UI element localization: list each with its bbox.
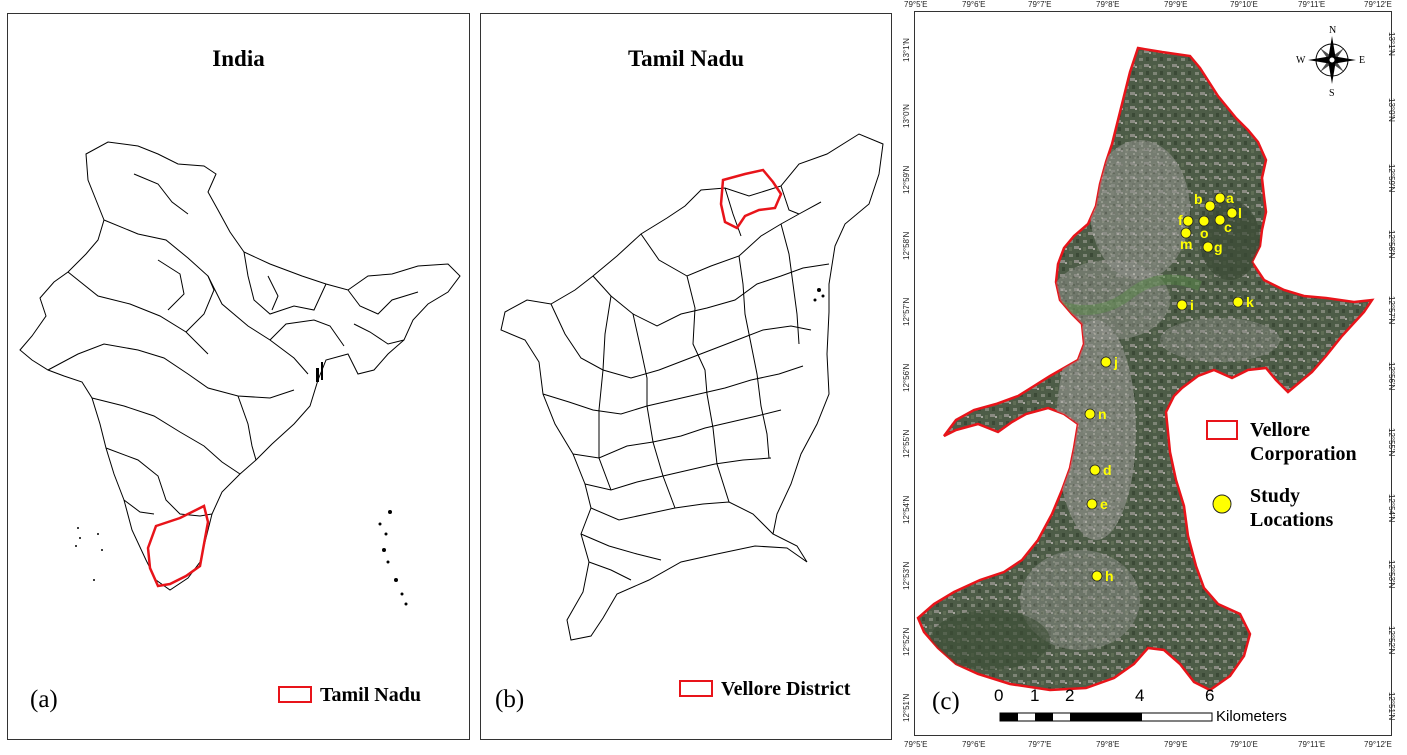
study-point-j	[1100, 356, 1112, 368]
study-point-m	[1180, 227, 1192, 239]
vellore-corporation-legend-label: Vellore Corporation	[1250, 419, 1357, 465]
india-map	[19, 141, 461, 606]
panel-b-label: (b)	[495, 686, 525, 713]
study-point-labels: a b c d e f g h i j k l m n o	[1098, 190, 1254, 584]
study-point-i	[1176, 299, 1188, 311]
scale-unit: Kilometers	[1216, 708, 1287, 725]
lon-label-top: 79°10'E	[1230, 0, 1258, 9]
lon-label-bottom: 79°9'E	[1164, 740, 1188, 749]
vellore-corporation-legend-swatch	[1206, 420, 1238, 440]
compass-rose-icon: N S E W	[1296, 25, 1365, 99]
study-label-b: b	[1194, 191, 1203, 207]
lon-label-bottom: 79°11'E	[1298, 740, 1326, 749]
study-label-m: m	[1180, 236, 1192, 252]
study-label-e: e	[1100, 496, 1108, 512]
panel-tamil-nadu: Tamil Nadu (b) Vellore District	[480, 13, 892, 740]
panel-a-label: (a)	[30, 686, 58, 713]
study-point-n	[1084, 408, 1096, 420]
compass-s: S	[1329, 88, 1335, 99]
study-label-i: i	[1190, 297, 1194, 313]
tamil-nadu-title: Tamil Nadu	[627, 46, 745, 71]
study-point-f	[1182, 215, 1194, 227]
compass-e: E	[1359, 55, 1365, 66]
tamil-nadu-highlight	[146, 504, 210, 588]
study-locations-legend-label: Study Locations	[1250, 485, 1334, 531]
tamil-nadu-legend-label: Tamil Nadu	[320, 684, 421, 706]
study-point-b	[1204, 200, 1216, 212]
scale-tick-4: 4	[1135, 686, 1145, 705]
vellore-district-highlight	[719, 168, 783, 230]
study-label-k: k	[1246, 294, 1254, 310]
study-point-e	[1086, 498, 1098, 510]
study-label-j: j	[1113, 354, 1118, 370]
panel-india: India	[7, 13, 470, 740]
study-label-g: g	[1214, 239, 1223, 255]
lon-label-top: 79°9'E	[1164, 0, 1188, 9]
study-point-d	[1089, 464, 1101, 476]
scale-tick-2: 2	[1065, 686, 1075, 705]
study-point-h	[1091, 570, 1103, 582]
panel-c-label: (c)	[932, 688, 960, 715]
vellore-district-legend-swatch	[679, 680, 713, 697]
tamil-nadu-map	[500, 133, 884, 641]
vellore-district-legend-label: Vellore District	[721, 678, 851, 700]
study-point-a	[1214, 192, 1226, 204]
study-label-d: d	[1103, 462, 1112, 478]
scale-tick-0: 0	[994, 686, 1004, 705]
lon-label-top: 79°8'E	[1096, 0, 1120, 9]
study-locations	[1084, 192, 1244, 582]
lon-label-bottom: 79°6'E	[962, 740, 986, 749]
scale-tick-6: 6	[1205, 686, 1215, 705]
lon-label-bottom: 79°10'E	[1230, 740, 1258, 749]
study-label-f: f	[1178, 212, 1183, 228]
vellore-satellite-map: a b c d e f g h i j k l m n o N S E	[916, 25, 1375, 722]
scale-tick-1: 1	[1030, 686, 1040, 705]
lon-label-top: 79°12'E	[1364, 0, 1392, 9]
study-point-c	[1214, 214, 1226, 226]
lon-label-top: 79°6'E	[962, 0, 986, 9]
compass-w: W	[1296, 55, 1306, 66]
compass-n: N	[1329, 25, 1336, 36]
study-point-g	[1202, 241, 1214, 253]
lon-label-bottom: 79°5'E	[904, 740, 928, 749]
lon-label-top: 79°5'E	[904, 0, 928, 9]
india-title: India	[212, 46, 265, 71]
tamil-nadu-legend-swatch	[278, 686, 312, 703]
panel-vellore-corporation: 79°5'E 79°6'E 79°7'E 79°8'E 79°9'E 79°10…	[900, 0, 1407, 755]
study-label-n: n	[1098, 406, 1107, 422]
study-label-l: l	[1238, 205, 1242, 221]
lon-label-top: 79°11'E	[1298, 0, 1326, 9]
scale-bar	[999, 712, 1213, 722]
study-label-h: h	[1105, 568, 1114, 584]
lon-label-bottom: 79°7'E	[1028, 740, 1052, 749]
study-point-o	[1198, 215, 1210, 227]
lon-label-top: 79°7'E	[1028, 0, 1052, 9]
study-label-c: c	[1224, 219, 1232, 235]
study-point-k	[1232, 296, 1244, 308]
lon-label-bottom: 79°12'E	[1364, 740, 1392, 749]
study-label-o: o	[1200, 225, 1209, 241]
study-point-l	[1226, 207, 1238, 219]
study-locations-legend-swatch	[1212, 494, 1232, 514]
lon-label-bottom: 79°8'E	[1096, 740, 1120, 749]
study-label-a: a	[1226, 190, 1234, 206]
